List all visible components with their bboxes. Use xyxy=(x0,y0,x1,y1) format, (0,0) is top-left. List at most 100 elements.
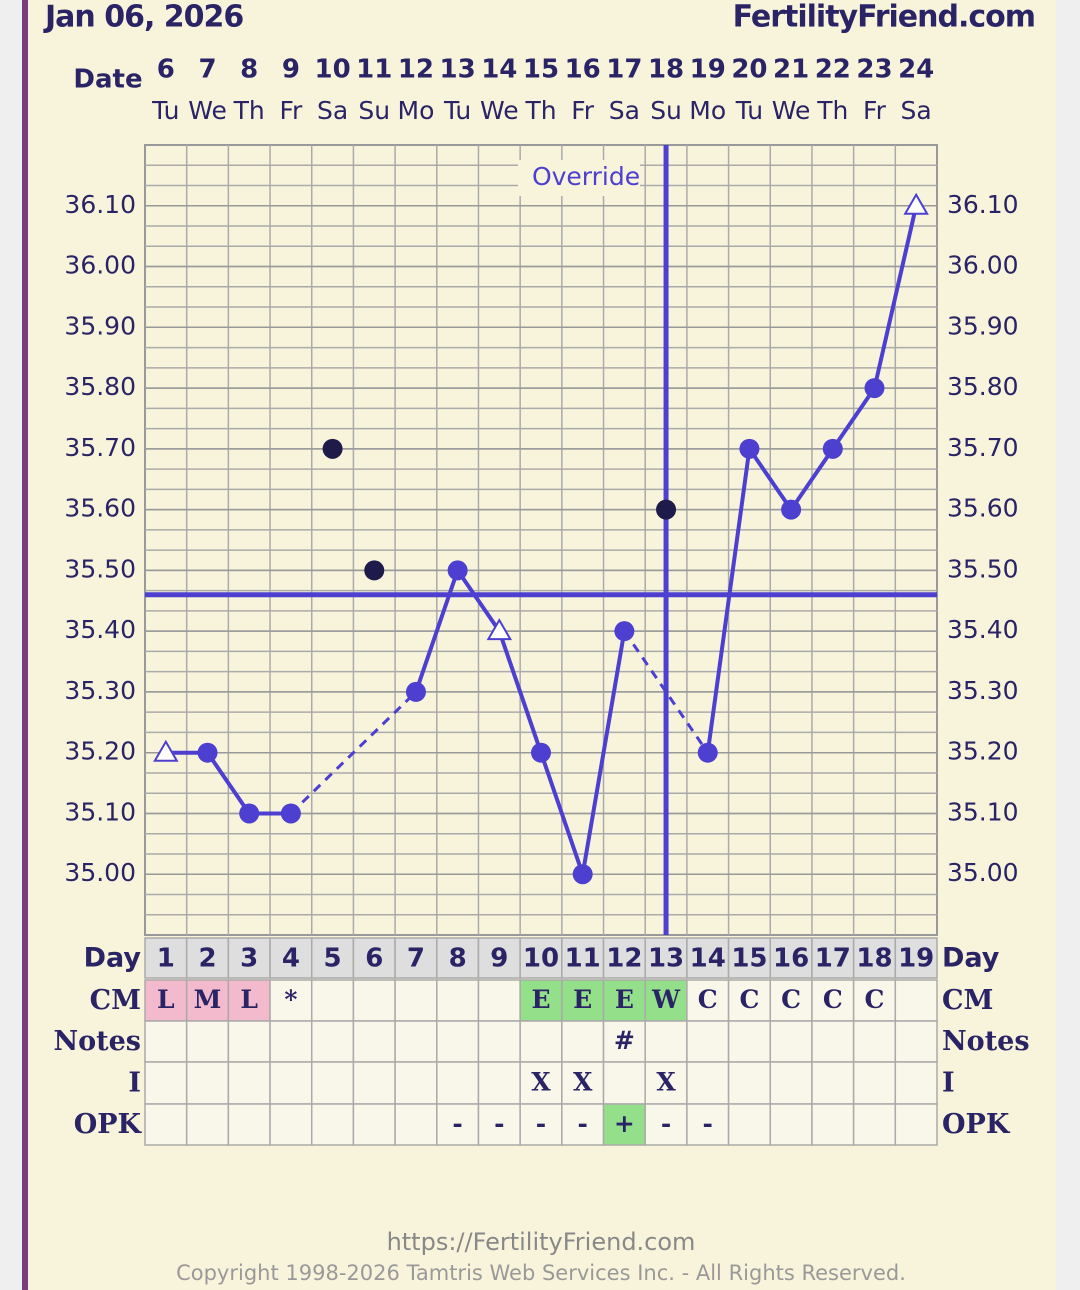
table-cell xyxy=(185,1103,230,1146)
y-tick-label: 35.80 xyxy=(64,372,136,401)
weekday-label: Mo xyxy=(689,96,726,125)
table-cell-text: 16 xyxy=(773,944,809,974)
table-cell xyxy=(727,1103,772,1146)
table-cell xyxy=(436,1061,480,1105)
temp-marker xyxy=(447,560,468,581)
table-cell xyxy=(144,1020,188,1063)
temp-marker xyxy=(697,742,718,763)
table-cell xyxy=(436,1103,480,1146)
weekday-label: We xyxy=(480,96,519,125)
row-label: I xyxy=(128,1068,141,1099)
table-cell xyxy=(811,1061,855,1105)
table-cell-text: 14 xyxy=(690,944,726,974)
table-cell xyxy=(811,937,855,979)
table-cell xyxy=(185,979,230,1022)
y-tick-label-right: 35.50 xyxy=(947,554,1019,583)
table-cell-text: 15 xyxy=(731,944,767,974)
table-cell xyxy=(477,1061,521,1105)
temp-marker xyxy=(822,438,843,459)
discarded-temp xyxy=(656,499,677,520)
weekday-label: Fr xyxy=(279,96,303,125)
discarded-temp xyxy=(322,438,343,459)
table-cell xyxy=(227,1020,271,1063)
table-cell xyxy=(769,979,813,1022)
weekday-label: We xyxy=(772,96,811,125)
table-cell xyxy=(894,1061,938,1105)
table-cell xyxy=(686,937,730,979)
table-cell xyxy=(561,1103,605,1146)
table-cell xyxy=(227,1061,271,1105)
table-cell xyxy=(436,937,480,979)
date-label: 18 xyxy=(648,55,684,85)
table-cell-text: - xyxy=(577,1109,587,1138)
table-cell xyxy=(310,937,355,979)
table-cell xyxy=(352,1061,396,1105)
y-tick-label-right: 35.80 xyxy=(947,372,1019,401)
weekday-label: Th xyxy=(816,96,848,125)
table-cell xyxy=(269,1061,313,1105)
table-cell xyxy=(352,1020,396,1063)
table-cell xyxy=(894,937,938,979)
table-cell xyxy=(227,1103,271,1146)
table-cell xyxy=(894,979,938,1022)
date-label: 9 xyxy=(282,55,300,85)
weekday-label: Th xyxy=(524,96,556,125)
table-cell xyxy=(394,1061,438,1105)
date-label: 21 xyxy=(773,55,809,85)
temp-marker xyxy=(614,621,635,642)
table-cell-text: 10 xyxy=(523,944,559,974)
table-cell xyxy=(811,1103,855,1146)
table-cell xyxy=(352,979,396,1022)
table-cell-text: E xyxy=(573,985,592,1014)
gap-connector xyxy=(623,630,709,754)
y-tick-label-right: 35.30 xyxy=(947,676,1019,705)
table-cell xyxy=(144,1061,188,1105)
table-cell xyxy=(269,937,313,979)
table-cell xyxy=(185,937,230,979)
table-cell-text: * xyxy=(284,985,297,1014)
table-cell xyxy=(769,1020,813,1063)
table-cell-text: - xyxy=(494,1109,504,1138)
table-cell xyxy=(811,979,855,1022)
table-cell xyxy=(352,937,396,979)
y-tick-label-right: 36.00 xyxy=(947,251,1019,280)
date-label: 11 xyxy=(356,55,392,85)
table-cell xyxy=(602,979,646,1022)
date-label: 10 xyxy=(314,55,350,85)
temp-line xyxy=(165,750,291,816)
row-label-right: OPK xyxy=(942,1109,1011,1140)
table-cell xyxy=(310,1020,355,1063)
date-label: 22 xyxy=(815,55,851,85)
temp-marker-triangle xyxy=(486,618,513,641)
temp-marker xyxy=(739,438,760,459)
table-cell-text: - xyxy=(703,1109,713,1138)
table-cell xyxy=(852,1103,897,1146)
table-cell-text: 18 xyxy=(856,944,892,974)
y-tick-label: 35.20 xyxy=(64,737,136,766)
table-cell xyxy=(686,1061,730,1105)
weekday-label: Sa xyxy=(901,96,932,125)
table-cell-text: 1 xyxy=(157,944,175,974)
y-tick-label: 35.50 xyxy=(64,554,136,583)
table-cell-text: C xyxy=(698,985,718,1014)
weekday-label: Th xyxy=(233,96,265,125)
weekday-label: We xyxy=(188,96,227,125)
table-cell-text: + xyxy=(614,1109,635,1138)
table-cell-text: 2 xyxy=(198,944,216,974)
row-label: OPK xyxy=(74,1109,143,1140)
table-cell-text: 5 xyxy=(324,944,342,974)
y-tick-label-right: 35.20 xyxy=(947,737,1019,766)
table-cell-text: C xyxy=(781,985,801,1014)
date-label: 16 xyxy=(565,55,601,85)
row-label: Notes xyxy=(53,1026,141,1057)
table-cell xyxy=(727,1061,772,1105)
table-cell xyxy=(394,937,438,979)
table-cell-text: # xyxy=(614,1026,635,1055)
table-cell xyxy=(561,1020,605,1063)
weekday-label: Fr xyxy=(571,96,595,125)
table-cell-text: 13 xyxy=(648,944,684,974)
discarded-temp xyxy=(364,560,385,581)
temp-line xyxy=(705,205,919,753)
footer-url: https://FertilityFriend.com xyxy=(387,1228,696,1256)
weekday-label: Sa xyxy=(609,96,640,125)
